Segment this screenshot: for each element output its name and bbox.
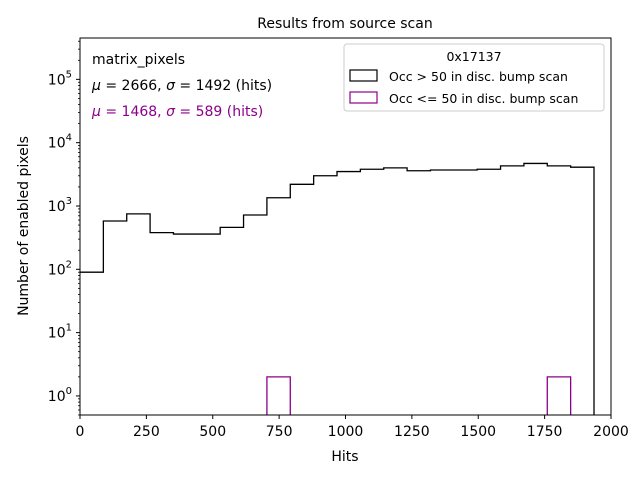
- x-tick-label: 500: [199, 424, 226, 440]
- sigma-symbol: σ: [166, 104, 176, 120]
- chart-title: Results from source scan: [257, 16, 432, 32]
- series-1-step-line: [80, 162, 595, 415]
- x-axis: 0 250 500 750 1000 1250 1500 1750 2000: [76, 415, 629, 440]
- y-tick-label: 100: [48, 386, 72, 405]
- annotation-label: matrix_pixels: [92, 52, 185, 68]
- y-tick-label: 104: [48, 133, 72, 152]
- x-tick-label: 1250: [394, 424, 430, 440]
- x-tick-label: 1000: [328, 424, 364, 440]
- x-tick-label: 250: [133, 424, 160, 440]
- x-tick-label: 1500: [460, 424, 496, 440]
- x-tick-label: 750: [266, 424, 293, 440]
- y-tick-label: 105: [48, 69, 72, 88]
- x-axis-title: Hits: [331, 449, 358, 465]
- y-tick-label: 102: [48, 259, 72, 278]
- legend: 0x17137 Occ > 50 in disc. bump scan Occ …: [343, 43, 605, 112]
- y-axis-title: Number of enabled pixels: [16, 136, 32, 316]
- y-tick-label: 103: [48, 196, 72, 215]
- sigma-value: = 589 (hits): [175, 104, 263, 120]
- legend-entry-series-1: Occ > 50 in disc. bump scan: [389, 69, 568, 84]
- y-tick-label: 101: [48, 323, 72, 342]
- legend-entry-series-2: Occ <= 50 in disc. bump scan: [389, 91, 578, 106]
- x-tick-label: 0: [76, 424, 85, 440]
- x-tick-label: 1750: [527, 424, 563, 440]
- mu-symbol: μ: [91, 104, 101, 120]
- annotation-stats-2: μ = 1468, σ = 589 (hits): [91, 104, 263, 120]
- x-tick-label: 2000: [593, 424, 629, 440]
- series-2-step-line: [266, 376, 572, 415]
- sigma-symbol: σ: [166, 78, 176, 94]
- mu-symbol: μ: [91, 78, 101, 94]
- annotation-stats-1: μ = 2666, σ = 1492 (hits): [91, 78, 272, 94]
- plot-series: [80, 162, 595, 415]
- legend-title: 0x17137: [446, 49, 501, 64]
- legend-swatch-series-2: [349, 91, 378, 104]
- legend-box: [343, 43, 605, 112]
- sigma-value: = 1492 (hits): [175, 78, 272, 94]
- y-axis: 100 101 102 103 104 105: [48, 40, 80, 416]
- mu-value: = 1468,: [101, 104, 166, 120]
- legend-swatch-series-1: [349, 69, 378, 82]
- mu-value: = 2666,: [101, 78, 166, 94]
